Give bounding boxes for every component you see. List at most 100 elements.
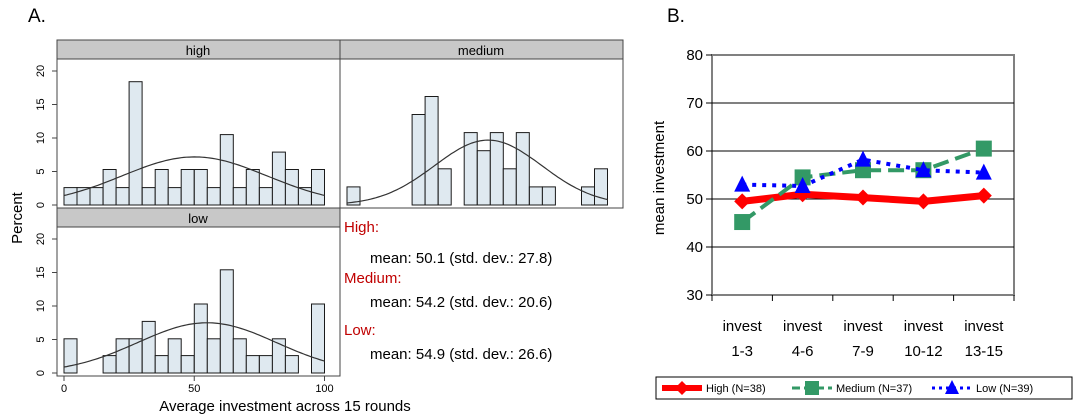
histogram-bar-low-75 bbox=[258, 355, 273, 374]
series-2-point-1 bbox=[794, 177, 811, 194]
b-y-tick-label-80: 80 bbox=[686, 47, 703, 64]
histogram-bar-low-35 bbox=[154, 355, 169, 374]
legend-marker-2 bbox=[945, 380, 959, 394]
series-1-point-0 bbox=[734, 214, 751, 231]
facet-title-high: high bbox=[186, 43, 211, 58]
histogram-bar-low-0 bbox=[63, 338, 78, 374]
stat-medium-line: mean: 54.2 (std. dev.: 20.6) bbox=[370, 294, 552, 311]
histogram-medium bbox=[346, 96, 608, 206]
panel-a-letter: A. bbox=[28, 6, 46, 27]
series-2-point-2 bbox=[855, 150, 871, 167]
b-x-label-3-line2: 10-12 bbox=[904, 343, 942, 360]
y-tick-label-bottom-5: 5 bbox=[35, 336, 47, 342]
histogram-bar-medium-25 bbox=[411, 114, 426, 206]
b-x-label-4-line2: 13-15 bbox=[965, 343, 1003, 360]
histogram-bar-high-95 bbox=[311, 169, 325, 206]
panel-b-series bbox=[734, 140, 992, 231]
histogram-bar-medium-50 bbox=[476, 150, 491, 206]
panel-b-y-axis: 30 40 50 60 70 80 bbox=[686, 47, 712, 304]
facet-title-low: low bbox=[188, 211, 208, 226]
histogram-bar-medium-95 bbox=[594, 168, 608, 206]
series-0-point-2 bbox=[855, 189, 871, 206]
b-y-tick-label-60: 60 bbox=[686, 143, 703, 160]
y-tick-label-bottom-10: 10 bbox=[35, 300, 47, 312]
panel-b-y-title: mean investment bbox=[651, 120, 668, 235]
b-x-label-3-line1: invest bbox=[904, 318, 944, 335]
y-tick-label-top-0: 0 bbox=[35, 202, 47, 208]
series-0-point-3 bbox=[915, 193, 932, 210]
legend-marker-0 bbox=[675, 381, 689, 395]
histogram-bar-low-70 bbox=[245, 355, 260, 374]
histogram-bar-medium-75 bbox=[541, 186, 556, 206]
b-y-tick-label-40: 40 bbox=[686, 239, 703, 256]
normal-curve-low bbox=[63, 322, 325, 368]
facet-title-medium: medium bbox=[458, 43, 504, 58]
series-2-point-3 bbox=[915, 161, 932, 178]
histogram-bar-high-0 bbox=[63, 187, 78, 206]
panel-a-x-axis: 0 50 100 bbox=[61, 376, 334, 395]
panel-b-x-axis: invest 1-3 invest 4-6 invest 7-9 invest 10-12 in… bbox=[711, 295, 1015, 360]
histogram-bar-high-45 bbox=[180, 169, 195, 206]
series-line-1 bbox=[741, 146, 985, 224]
y-tick-label-bottom-20: 20 bbox=[35, 233, 47, 245]
histogram-bar-medium-55 bbox=[489, 132, 504, 206]
histogram-bar-high-35 bbox=[154, 169, 169, 206]
stat-high-heading: High: bbox=[344, 219, 379, 236]
panel-a-x-title: Average investment across 15 rounds bbox=[159, 398, 411, 415]
histogram-bar-high-60 bbox=[219, 134, 234, 206]
histogram-bar-low-40 bbox=[167, 338, 182, 374]
histogram-bar-medium-70 bbox=[528, 186, 543, 206]
x-tick-label-100: 100 bbox=[315, 383, 333, 395]
normal-curve-high bbox=[63, 156, 325, 197]
histogram-bar-low-50 bbox=[193, 303, 208, 374]
histogram-bar-medium-30 bbox=[424, 96, 439, 206]
histogram-high bbox=[63, 81, 325, 206]
stat-high-line: mean: 50.1 (std. dev.: 27.8) bbox=[370, 250, 552, 267]
stat-low-heading: Low: bbox=[344, 322, 376, 339]
legend-label-0: High (N=38) bbox=[706, 383, 766, 395]
b-x-label-0-line2: 1-3 bbox=[731, 343, 753, 360]
y-tick-label-bottom-15: 15 bbox=[35, 266, 47, 278]
legend-label-2: Low (N=39) bbox=[976, 383, 1033, 395]
panel-b-legend-entries: High (N=38) Medium (N=37) Low (N=39) bbox=[662, 380, 1033, 395]
b-x-label-1-line1: invest bbox=[783, 318, 823, 335]
normal-curve-medium bbox=[346, 139, 608, 204]
b-y-tick-label-50: 50 bbox=[686, 191, 703, 208]
b-x-label-2-line2: 7-9 bbox=[852, 343, 874, 360]
facet-frame-low bbox=[56, 226, 341, 377]
histogram-bar-low-95 bbox=[311, 303, 325, 374]
histogram-bar-low-60 bbox=[219, 269, 234, 374]
stat-medium-heading: Medium: bbox=[344, 270, 402, 287]
series-0-point-4 bbox=[975, 187, 992, 204]
histogram-bar-medium-0 bbox=[346, 186, 361, 206]
y-tick-label-top-10: 10 bbox=[35, 132, 47, 144]
legend-marker-1 bbox=[805, 381, 819, 395]
histogram-bar-low-45 bbox=[180, 355, 195, 374]
histogram-bar-high-25 bbox=[128, 81, 143, 206]
histogram-bar-high-55 bbox=[206, 187, 221, 206]
x-tick-label-50: 50 bbox=[188, 383, 200, 395]
series-1-point-4 bbox=[975, 140, 992, 157]
x-tick-label-0: 0 bbox=[61, 383, 67, 395]
histogram-bar-low-30 bbox=[141, 320, 156, 374]
legend-label-1: Medium (N=37) bbox=[836, 383, 912, 395]
panel-a-y-axes: 0 5 10 15 20 0 5 10 15 20 bbox=[35, 65, 57, 376]
y-tick-label-top-20: 20 bbox=[35, 65, 47, 77]
b-x-label-0-line1: invest bbox=[723, 318, 763, 335]
histogram-bar-low-20 bbox=[115, 338, 130, 374]
histogram-bar-high-50 bbox=[193, 169, 208, 206]
panel-a-y-title: Percent bbox=[9, 191, 26, 244]
y-tick-label-bottom-0: 0 bbox=[35, 370, 47, 376]
histogram-bar-high-20 bbox=[115, 187, 130, 206]
y-tick-label-top-5: 5 bbox=[35, 168, 47, 174]
panel-b-letter: B. bbox=[667, 6, 685, 27]
series-2-point-4 bbox=[975, 163, 992, 180]
histogram-bar-medium-90 bbox=[581, 186, 595, 206]
series-2-point-0 bbox=[734, 175, 751, 192]
histogram-bar-low-85 bbox=[284, 355, 299, 374]
histogram-bar-medium-65 bbox=[515, 132, 530, 206]
histogram-bar-high-10 bbox=[89, 187, 104, 206]
histogram-bar-high-40 bbox=[167, 187, 182, 206]
series-line-2 bbox=[742, 157, 984, 188]
